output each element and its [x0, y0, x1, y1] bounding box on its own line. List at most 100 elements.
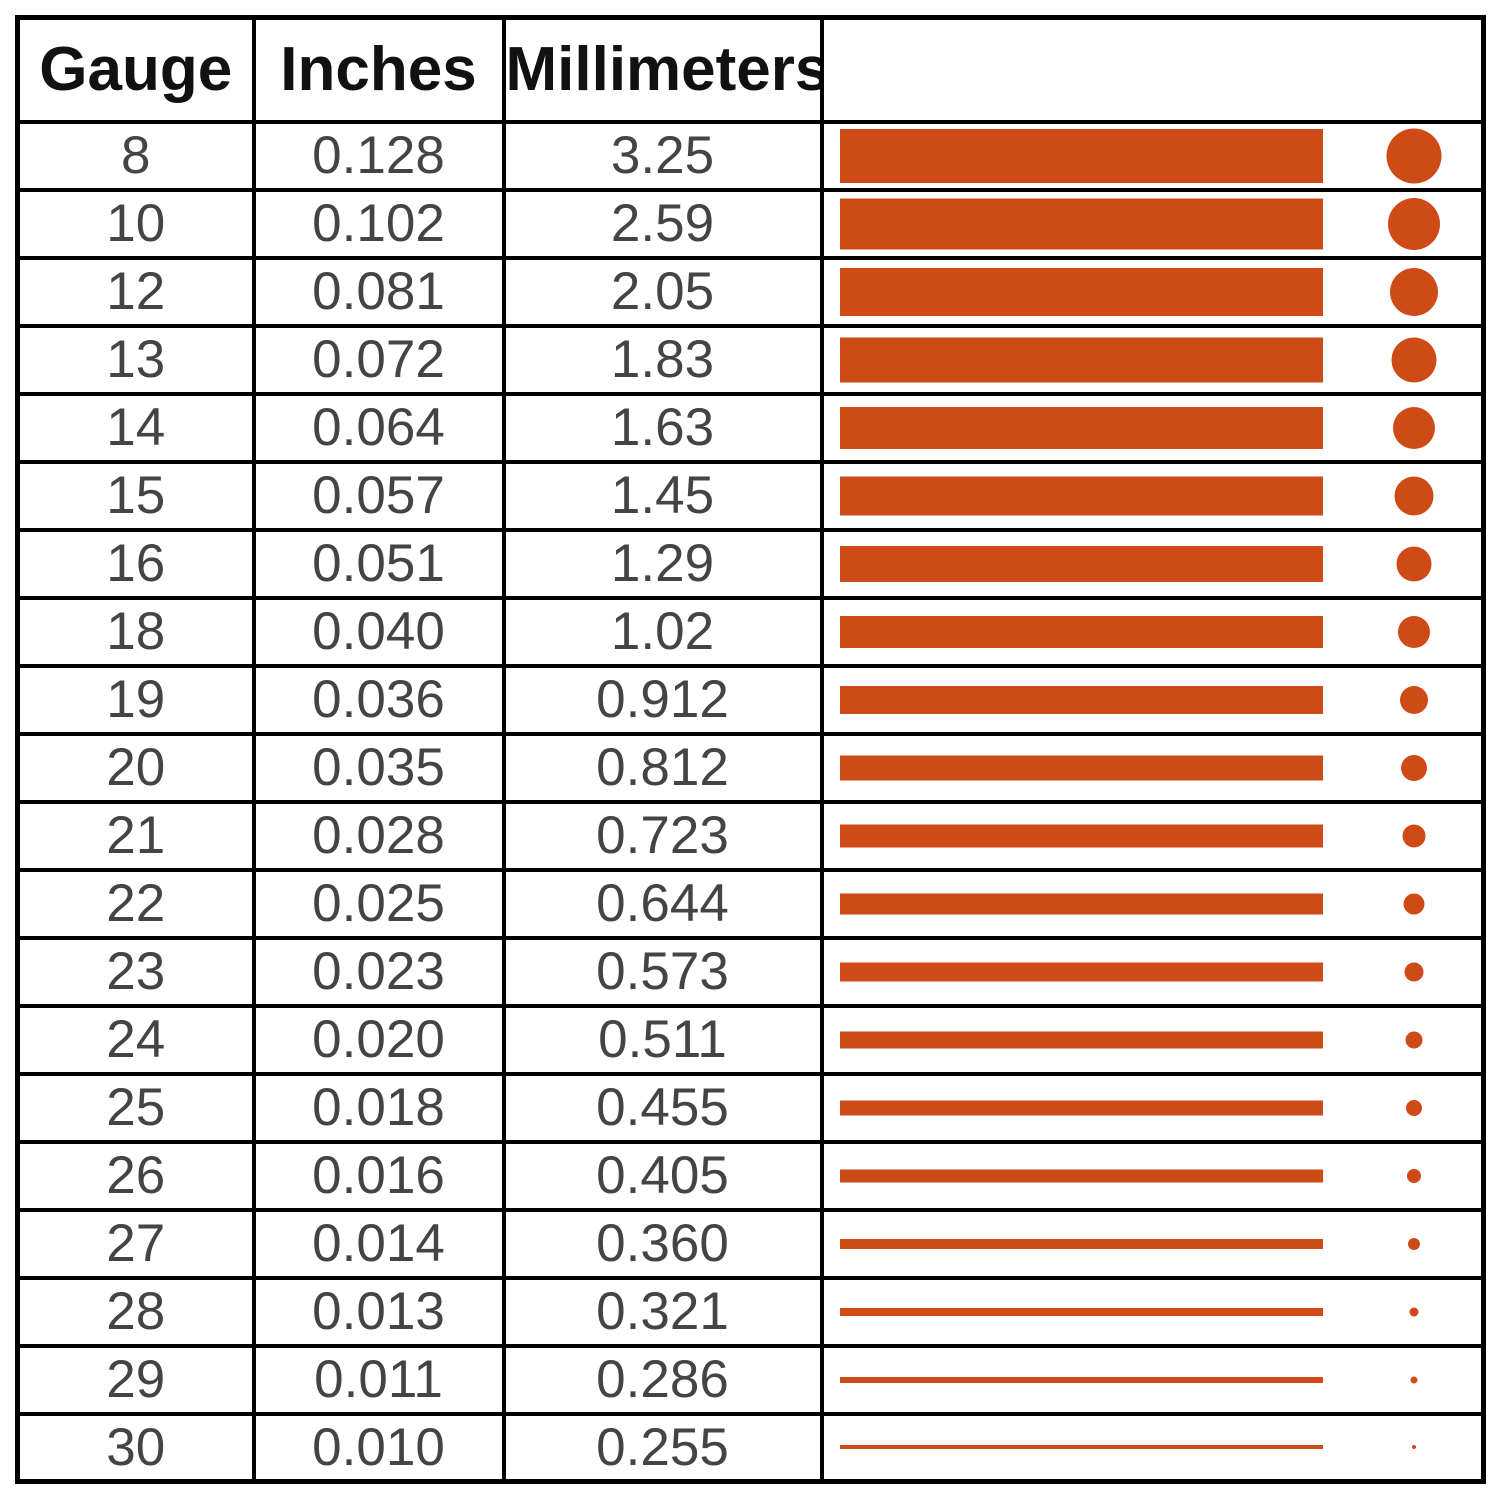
wire-side-view-bar — [839, 406, 1323, 449]
wire-side-view-bar — [839, 545, 1323, 582]
inches-value: 0.028 — [251, 799, 506, 872]
table-row: 8 0.128 3.25 — [15, 119, 1486, 192]
wire-cross-section-dot — [1404, 962, 1423, 981]
inches-value: 0.011 — [251, 1343, 506, 1416]
millimeters-value: 3.25 — [501, 119, 824, 192]
wire-cross-section-dot — [1410, 1376, 1417, 1383]
wire-visual — [826, 262, 1480, 322]
millimeters-value: 0.812 — [501, 731, 824, 804]
wire-side-view-bar — [839, 893, 1323, 914]
gauge-value: 16 — [15, 527, 256, 600]
wire-visual-cell — [819, 1207, 1486, 1280]
gauge-value: 28 — [15, 1275, 256, 1348]
wire-visual — [826, 1418, 1480, 1478]
inches-value: 0.020 — [251, 1003, 506, 1076]
gauge-value: 8 — [15, 119, 256, 192]
inches-value: 0.064 — [251, 391, 506, 464]
wire-side-view-bar — [839, 198, 1323, 249]
millimeters-value: 1.02 — [501, 595, 824, 668]
wire-visual-cell — [819, 1275, 1486, 1348]
gauge-value: 26 — [15, 1139, 256, 1212]
millimeters-value: 0.286 — [501, 1343, 824, 1416]
inches-value: 0.035 — [251, 731, 506, 804]
header-millimeters: Millimeters — [501, 15, 824, 124]
millimeters-value: 1.63 — [501, 391, 824, 464]
table-row: 21 0.028 0.723 — [15, 799, 1486, 872]
wire-side-view-bar — [839, 1445, 1323, 1450]
wire-visual — [826, 1350, 1480, 1410]
millimeters-value: 2.05 — [501, 255, 824, 328]
gauge-value: 14 — [15, 391, 256, 464]
wire-visual — [826, 874, 1480, 934]
wire-cross-section-dot — [1386, 128, 1441, 183]
wire-side-view-bar — [839, 685, 1323, 714]
table-row: 20 0.035 0.812 — [15, 731, 1486, 804]
wire-visual — [826, 806, 1480, 866]
inches-value: 0.023 — [251, 935, 506, 1008]
gauge-value: 25 — [15, 1071, 256, 1144]
wire-visual — [826, 194, 1480, 254]
wire-cross-section-dot — [1399, 685, 1428, 714]
wire-visual-cell — [819, 867, 1486, 940]
wire-side-view-bar — [839, 615, 1323, 648]
wire-side-view-bar — [839, 824, 1323, 847]
wire-visual-cell — [819, 1411, 1486, 1484]
wire-visual-cell — [819, 459, 1486, 532]
gauge-value: 23 — [15, 935, 256, 1008]
inches-value: 0.072 — [251, 323, 506, 396]
gauge-value: 24 — [15, 1003, 256, 1076]
millimeters-value: 0.573 — [501, 935, 824, 1008]
wire-cross-section-dot — [1387, 197, 1440, 250]
wire-cross-section-dot — [1405, 1031, 1422, 1048]
wire-visual-cell — [819, 799, 1486, 872]
wire-visual-cell — [819, 255, 1486, 328]
wire-cross-section-dot — [1400, 754, 1427, 781]
wire-visual-cell — [819, 595, 1486, 668]
header-row: Gauge Inches Millimeters — [15, 15, 1486, 124]
wire-visual — [826, 534, 1480, 594]
wire-side-view-bar — [839, 337, 1323, 382]
millimeters-value: 0.455 — [501, 1071, 824, 1144]
millimeters-value: 1.45 — [501, 459, 824, 532]
table-row: 23 0.023 0.573 — [15, 935, 1486, 1008]
header-gauge: Gauge — [15, 15, 256, 124]
wire-visual-cell — [819, 323, 1486, 396]
wire-cross-section-dot — [1411, 1445, 1416, 1450]
table-row: 12 0.081 2.05 — [15, 255, 1486, 328]
gauge-table: Gauge Inches Millimeters 8 0.128 3.25 10… — [15, 15, 1486, 1484]
wire-cross-section-dot — [1394, 476, 1433, 515]
table-row: 15 0.057 1.45 — [15, 459, 1486, 532]
gauge-value: 15 — [15, 459, 256, 532]
millimeters-value: 1.29 — [501, 527, 824, 600]
inches-value: 0.014 — [251, 1207, 506, 1280]
table-body: 8 0.128 3.25 10 0.102 2.59 12 0.081 2.05 — [15, 119, 1486, 1484]
table-row: 22 0.025 0.644 — [15, 867, 1486, 940]
table-row: 29 0.011 0.286 — [15, 1343, 1486, 1416]
millimeters-value: 0.405 — [501, 1139, 824, 1212]
wire-side-view-bar — [839, 1031, 1323, 1048]
wire-visual-cell — [819, 1139, 1486, 1212]
wire-visual — [826, 738, 1480, 798]
wire-cross-section-dot — [1389, 267, 1438, 316]
gauge-value: 30 — [15, 1411, 256, 1484]
millimeters-value: 0.511 — [501, 1003, 824, 1076]
wire-visual-cell — [819, 935, 1486, 1008]
wire-cross-section-dot — [1407, 1237, 1420, 1250]
inches-value: 0.010 — [251, 1411, 506, 1484]
wire-cross-section-dot — [1392, 406, 1435, 449]
wire-side-view-bar — [839, 755, 1323, 780]
inches-value: 0.102 — [251, 187, 506, 260]
wire-cross-section-dot — [1396, 546, 1431, 581]
inches-value: 0.016 — [251, 1139, 506, 1212]
gauge-value: 13 — [15, 323, 256, 396]
wire-visual — [826, 1146, 1480, 1206]
inches-value: 0.057 — [251, 459, 506, 532]
table-row: 10 0.102 2.59 — [15, 187, 1486, 260]
wire-cross-section-dot — [1397, 615, 1430, 648]
wire-visual — [826, 602, 1480, 662]
inches-value: 0.036 — [251, 663, 506, 736]
gauge-value: 18 — [15, 595, 256, 668]
gauge-value: 27 — [15, 1207, 256, 1280]
inches-value: 0.081 — [251, 255, 506, 328]
